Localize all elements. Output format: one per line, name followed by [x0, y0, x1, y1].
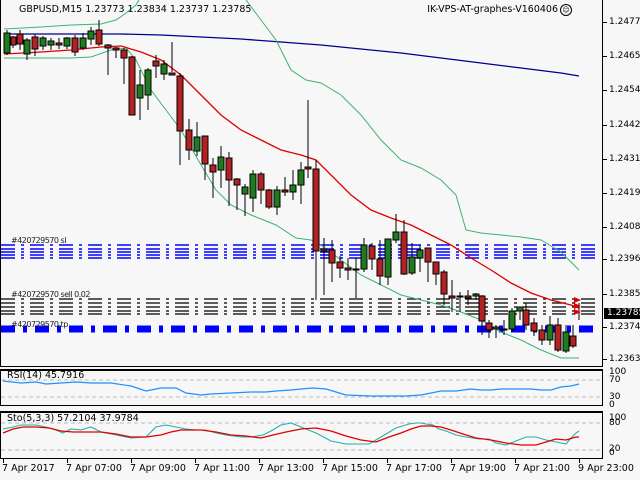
- rsi-line: [2, 380, 580, 397]
- entry-order-label: #420729570 sell 0.02: [11, 290, 90, 299]
- stochastic-signal-line: [2, 425, 579, 446]
- rsi-canvas: [1, 379, 601, 398]
- order-arrow-icons: [574, 297, 581, 315]
- sto-axis-label: 20: [609, 444, 621, 454]
- price-tick-label: 1.24425: [609, 120, 640, 130]
- stochastic-title: Sto(5,3,3) 57.2104 37.9784: [7, 413, 139, 424]
- sl-order-label: #420729570 sl: [11, 236, 66, 245]
- time-tick-label: 7 Apr 17:00: [386, 463, 442, 474]
- main-chart-panel[interactable]: GBPUSD,M15 1.23773 1.23834 1.23737 1.237…: [0, 0, 603, 367]
- rsi-axis-label: 70: [609, 375, 621, 385]
- price-tick-label: 1.23740: [609, 322, 640, 332]
- price-tick-label: 1.24080: [609, 222, 640, 232]
- sto-axis-label: 80: [609, 418, 621, 428]
- price-tick-label: 1.23630: [609, 354, 640, 364]
- time-tick-label: 9 Apr 23:00: [578, 463, 634, 474]
- price-tick-label: 1.24770: [609, 17, 640, 27]
- rsi-axis-label: 30: [609, 392, 621, 402]
- price-tick-label: 1.24195: [609, 188, 640, 198]
- time-tick-label: 7 Apr 15:00: [322, 463, 378, 474]
- expert-advisor-label: IK-VPS-AT-graphes-V160406: [427, 4, 558, 15]
- stochastic-main-line: [2, 422, 580, 446]
- time-tick-label: 7 Apr 2017: [2, 463, 55, 474]
- stochastic-panel[interactable]: Sto(5,3,3) 57.2104 37.9784: [0, 411, 603, 459]
- smiley-face-icon[interactable]: ☺: [560, 4, 572, 16]
- symbol-info-label: GBPUSD,M15 1.23773 1.23834 1.23737 1.237…: [19, 4, 252, 15]
- price-tick-label: 1.24310: [609, 154, 640, 164]
- current-price-badge: 1.23785: [604, 308, 640, 319]
- price-tick-label: 1.24540: [609, 85, 640, 95]
- time-tick-label: 7 Apr 07:00: [66, 463, 122, 474]
- time-tick-label: 7 Apr 13:00: [258, 463, 314, 474]
- entry-order-lines: [1, 298, 601, 315]
- sto-axis-label: 100: [609, 413, 627, 423]
- candlesticks: [3, 20, 580, 353]
- price-tick-label: 1.23965: [609, 254, 640, 264]
- rsi-axis-label: 0: [609, 400, 615, 410]
- rsi-panel[interactable]: RSI(14) 45.7916: [0, 369, 603, 406]
- tp-order-label: #420729570 tp: [11, 320, 68, 329]
- price-tick-label: 1.24655: [609, 51, 640, 61]
- price-tick-label: 1.23850: [609, 289, 640, 299]
- time-tick-label: 7 Apr 21:00: [514, 463, 570, 474]
- time-tick-label: 7 Apr 19:00: [450, 463, 506, 474]
- sto-axis-label: 0: [609, 448, 615, 458]
- stochastic-canvas: [1, 422, 601, 451]
- bollinger-upper: [3, 0, 140, 30]
- rsi-title: RSI(14) 45.7916: [7, 370, 85, 381]
- time-tick-label: 7 Apr 09:00: [130, 463, 186, 474]
- slow-ma-line: [4, 33, 580, 77]
- price-chart-canvas[interactable]: [1, 0, 604, 367]
- rsi-axis-label: 100: [609, 367, 627, 377]
- fast-ma-line: [3, 45, 580, 309]
- ea-name: IK-VPS-AT-graphes-V160406: [427, 4, 558, 15]
- sl-order-lines: [1, 244, 601, 259]
- time-tick-label: 7 Apr 11:00: [194, 463, 250, 474]
